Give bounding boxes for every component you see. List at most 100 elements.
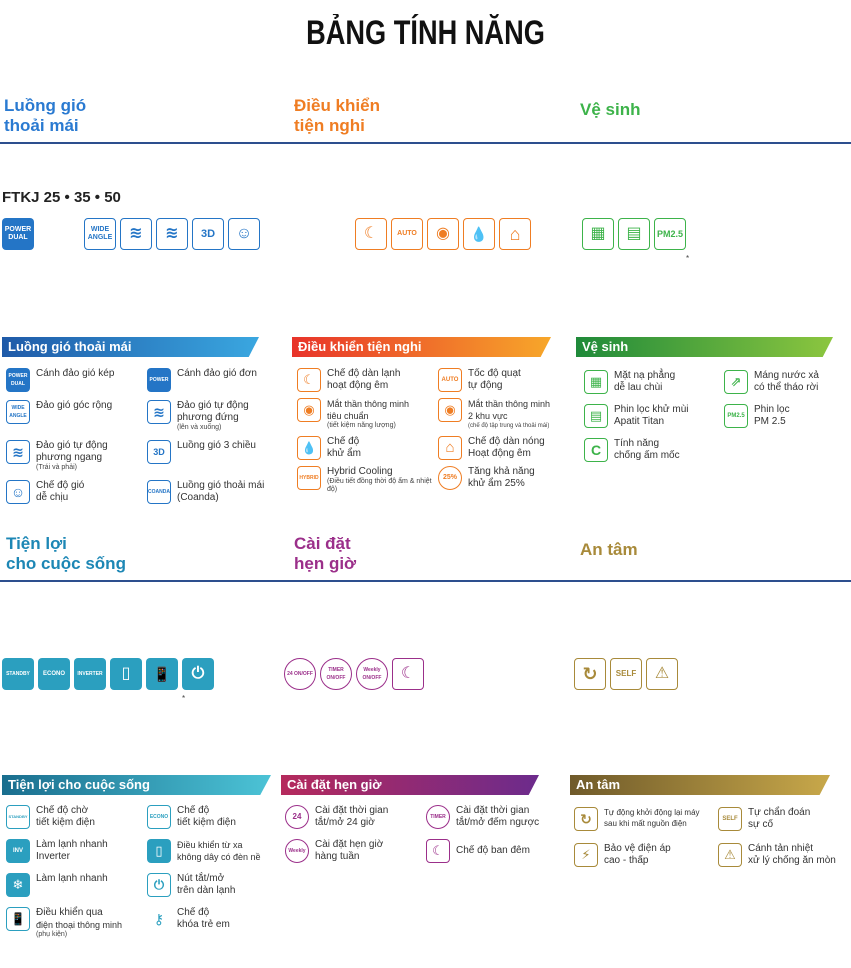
feature-item: ↻ Tự động khởi động lại máy sau khi mất … — [574, 807, 718, 831]
feature-title-2: tiết kiệm điện — [36, 817, 95, 828]
feature-item: ☾ Chế độ dàn lạnh hoạt động êm — [297, 368, 438, 392]
feature-title: Chế độ dàn lạnh — [327, 368, 401, 379]
feature-item: ☾ Chế độ ban đêm — [426, 839, 565, 863]
feature-item: SELF Tự chẩn đoán sự cố — [718, 807, 849, 831]
intelligent-eye-2-icon: ◉ — [438, 398, 462, 422]
feature-item: ▯ Điều khiển từ xa không dây có đèn nề — [147, 839, 281, 863]
feature-title: Cánh đảo gió đơn — [177, 368, 257, 379]
banner-safety: An tâm — [570, 775, 830, 795]
feature-title: Phin lọc khử mùi — [614, 404, 689, 415]
feature-title-2: tắt/mở 24 giờ — [315, 817, 375, 828]
feature-item: ▤ Phin lọc khử mùi Apatit Titan — [584, 404, 724, 428]
inverter-icon: INV — [6, 839, 30, 863]
humidity-25-icon: 25% — [438, 466, 462, 490]
category-airflow-line1: Luồng gió — [4, 96, 87, 115]
feature-title: Tăng khả năng — [468, 466, 535, 477]
feature-title: Cánh tản nhiệt — [748, 843, 814, 854]
feature-title: Máng nước xả — [754, 370, 819, 381]
feature-title-2: khử ẩm — [327, 448, 361, 459]
feature-item: ECONO Chế độ tiết kiệm điện — [147, 805, 281, 829]
feature-title-2: hàng tuần — [315, 851, 360, 862]
feature-title: Tự chẩn đoán — [748, 807, 811, 818]
banner-timer: Cài đặt hẹn giờ — [281, 775, 539, 795]
feature-item: ◉ Mắt thần thông minh 2 khu vực (chế độ … — [438, 398, 579, 430]
category-timer: Cài đặt hẹn giờ — [294, 534, 356, 574]
timer-countdown-icon: TIMER — [426, 805, 450, 829]
feature-title: Cài đặt thời gian — [456, 805, 530, 816]
feature-title-2: cao - thấp — [604, 855, 649, 866]
category-convenience-line1: Tiện lợi — [6, 534, 67, 553]
page-title: BẢNG TÍNH NĂNG — [306, 14, 545, 52]
feature-title-2: dễ lau chùi — [614, 382, 663, 393]
feature-item: 📱 Điều khiển qua điện thoại thông minh (… — [6, 907, 147, 939]
wide-angle-icon: WIDE ANGLE — [6, 400, 30, 424]
feature-item: ▦ Mặt nạ phẳng dễ lau chùi — [584, 370, 724, 394]
banner-control: Điều khiển tiện nghi — [292, 337, 551, 357]
timer-24h-icon: 24 — [285, 805, 309, 829]
category-airflow: Luồng gió thoải mái — [4, 96, 86, 136]
intelligent-eye-icon: ◉ — [427, 218, 459, 250]
feature-title: Mặt nạ phẳng — [614, 370, 676, 381]
category-convenience-line2: cho cuộc sống — [6, 554, 126, 573]
feature-item: HYBRID Hybrid Cooling (Điều tiết đồng th… — [297, 466, 438, 494]
remote-icon: ▯ — [110, 658, 142, 690]
onoff-unit-icon: ⏻ — [182, 658, 214, 690]
dry-icon: 💧 — [297, 436, 321, 460]
voltage-protect-icon: ⚡ — [574, 843, 598, 867]
feature-item: ⌂ Chế độ dàn nóng Hoạt động êm — [438, 436, 579, 460]
timer-24h-icon: 24 ON/OFF — [284, 658, 316, 690]
wide-angle-icon: WIDE ANGLE — [84, 218, 116, 250]
feature-item: ⇗ Máng nước xả có thể tháo rời — [724, 370, 846, 394]
smartphone-icon: 📱 — [6, 907, 30, 931]
fast-cooling-icon: ❄ — [6, 873, 30, 897]
timer-weekly-icon: Weekly — [285, 839, 309, 863]
feature-title: Điều khiển từ xa — [177, 840, 243, 850]
feature-title-2: không dây có đèn nề — [177, 852, 261, 862]
feature-title: Chế độ ban đêm — [456, 845, 530, 856]
self-diagnosis-icon: SELF — [718, 807, 742, 831]
feature-title-2: phương ngang — [36, 452, 103, 463]
feature-item: STANDBY Chế độ chờ tiết kiệm điện — [6, 805, 147, 829]
feature-item: AUTO Tốc độ quạt tự động — [438, 368, 579, 392]
footnote-star: * — [182, 694, 186, 703]
feature-item: ≋ Đảo gió tự động phương đứng (lên và xu… — [147, 400, 288, 432]
feature-title: Luồng gió thoải mái — [177, 480, 265, 491]
clean-icon-row: ▦ ▤ PM2.5 — [582, 218, 686, 250]
feature-title: Cài đặt thời gian — [315, 805, 389, 816]
category-convenience: Tiện lợi cho cuộc sống — [6, 534, 126, 574]
cooling-night-icon: ☾ — [355, 218, 387, 250]
hybrid-icon: HYBRID — [297, 466, 321, 490]
horizontal-swing-icon: ≋ — [156, 218, 188, 250]
safety-icon-row: ↻ SELF ⚠ — [574, 658, 678, 690]
3d-airflow-icon: 3D — [192, 218, 224, 250]
feature-item: WIDE ANGLE Đảo gió góc rộng — [6, 400, 147, 432]
econo-icon: ECONO — [38, 658, 70, 690]
timer-weekly-icon: Weekly ON/OFF — [356, 658, 388, 690]
feature-title-2: tắt/mở đếm ngược — [456, 817, 540, 828]
feature-note: (Trái và phải) — [36, 464, 77, 471]
model-label: FTKJ 25 • 35 • 50 — [2, 189, 121, 206]
feature-item: PM2.5 Phin lọc PM 2.5 — [724, 404, 846, 428]
category-timer-line2: hẹn giờ — [294, 554, 357, 573]
vertical-swing-icon: ≋ — [120, 218, 152, 250]
heat-protect-icon: ⚠ — [718, 843, 742, 867]
category-airflow-line2: thoải mái — [4, 116, 79, 135]
timer-icon-row: 24 ON/OFF TIMER ON/OFF Weekly ON/OFF ☾ — [284, 658, 424, 690]
feature-title: Điều khiển qua — [36, 907, 103, 918]
horizontal-swing-icon: ≋ — [6, 440, 30, 464]
feature-item: ⚡ Bảo vệ điện áp cao - thấp — [574, 843, 718, 867]
intelligent-eye-icon: ◉ — [297, 398, 321, 422]
feature-title-2: tiêu chuẩn — [327, 411, 369, 421]
feature-title: Tính năng — [614, 438, 660, 449]
feature-title-2: hoạt động êm — [327, 380, 389, 391]
comfort-mode-icon: ☺ — [6, 480, 30, 504]
heat-protect-icon: ⚠ — [646, 658, 678, 690]
divider — [0, 580, 851, 582]
feature-note: (phụ kiện) — [36, 931, 68, 938]
inverter-icon: INVERTER — [74, 658, 106, 690]
feature-item: POWER DUAL Cánh đảo gió kép — [6, 368, 147, 392]
feature-title-2: chống ấm mốc — [614, 450, 680, 461]
feature-title: Tự động khởi động lại máy — [604, 808, 700, 817]
spacer — [38, 218, 80, 250]
banner-airflow: Luồng gió thoải mái — [2, 337, 259, 357]
